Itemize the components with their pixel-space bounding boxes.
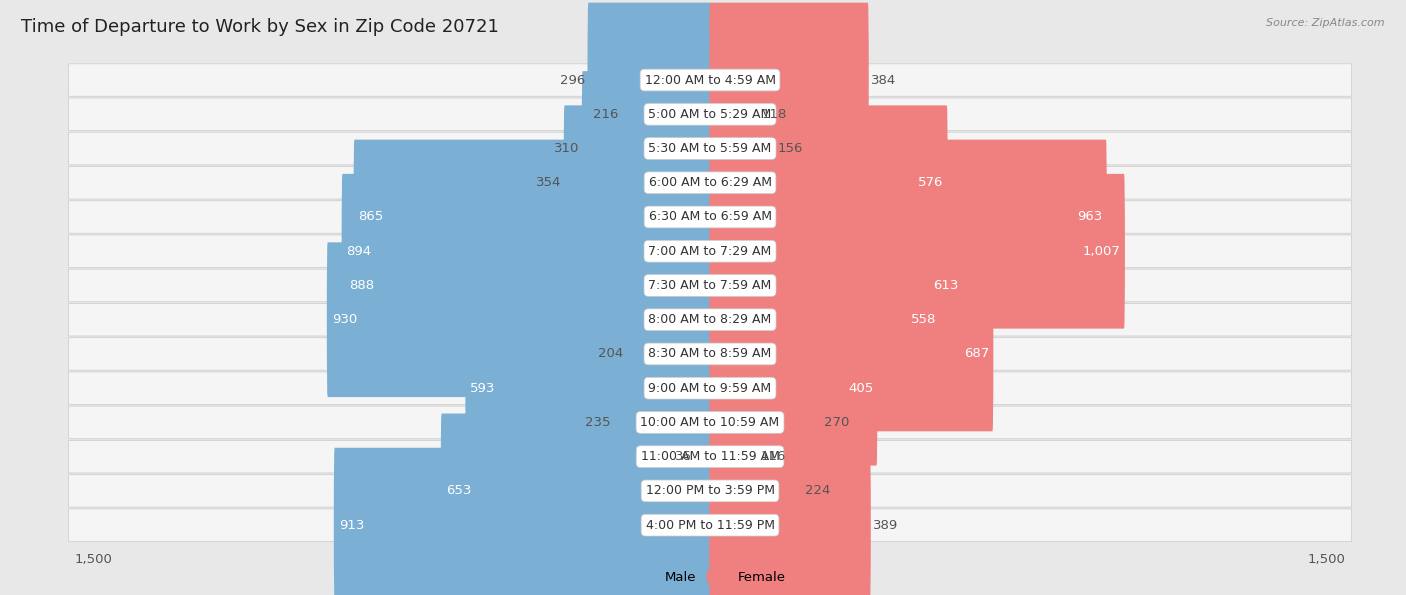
FancyBboxPatch shape — [69, 406, 1351, 439]
FancyBboxPatch shape — [709, 345, 823, 500]
FancyBboxPatch shape — [588, 2, 711, 158]
FancyBboxPatch shape — [465, 311, 711, 465]
FancyBboxPatch shape — [709, 242, 941, 397]
FancyBboxPatch shape — [564, 105, 711, 260]
Text: 216: 216 — [592, 108, 617, 121]
Text: 224: 224 — [806, 484, 831, 497]
FancyBboxPatch shape — [695, 379, 711, 534]
FancyBboxPatch shape — [69, 235, 1351, 268]
Text: 888: 888 — [349, 279, 374, 292]
FancyBboxPatch shape — [709, 379, 759, 534]
FancyBboxPatch shape — [626, 277, 711, 431]
Text: 354: 354 — [536, 176, 561, 189]
FancyBboxPatch shape — [69, 338, 1351, 370]
FancyBboxPatch shape — [326, 242, 711, 397]
FancyBboxPatch shape — [440, 414, 711, 568]
Text: 687: 687 — [965, 347, 990, 361]
Text: 9:00 AM to 9:59 AM: 9:00 AM to 9:59 AM — [648, 381, 772, 394]
FancyBboxPatch shape — [342, 174, 711, 328]
Text: 12:00 AM to 4:59 AM: 12:00 AM to 4:59 AM — [644, 74, 776, 86]
Text: 156: 156 — [778, 142, 803, 155]
Text: 7:00 AM to 7:29 AM: 7:00 AM to 7:29 AM — [648, 245, 772, 258]
Text: 204: 204 — [598, 347, 623, 361]
Text: 4:00 PM to 11:59 PM: 4:00 PM to 11:59 PM — [645, 519, 775, 532]
FancyBboxPatch shape — [582, 71, 711, 226]
FancyBboxPatch shape — [613, 345, 711, 500]
Text: Time of Departure to Work by Sex in Zip Code 20721: Time of Departure to Work by Sex in Zip … — [21, 18, 499, 36]
Text: 558: 558 — [911, 313, 936, 326]
Text: 913: 913 — [339, 519, 364, 532]
Text: 6:00 AM to 6:29 AM: 6:00 AM to 6:29 AM — [648, 176, 772, 189]
FancyBboxPatch shape — [709, 174, 1125, 328]
FancyBboxPatch shape — [69, 64, 1351, 96]
Text: 930: 930 — [332, 313, 357, 326]
FancyBboxPatch shape — [709, 208, 963, 363]
Text: 118: 118 — [762, 108, 787, 121]
Text: 576: 576 — [918, 176, 943, 189]
FancyBboxPatch shape — [709, 414, 803, 568]
Text: 8:30 AM to 8:59 AM: 8:30 AM to 8:59 AM — [648, 347, 772, 361]
FancyBboxPatch shape — [709, 37, 759, 192]
FancyBboxPatch shape — [344, 208, 711, 363]
FancyBboxPatch shape — [69, 372, 1351, 405]
FancyBboxPatch shape — [69, 269, 1351, 302]
FancyBboxPatch shape — [69, 303, 1351, 336]
FancyBboxPatch shape — [69, 475, 1351, 507]
Text: 296: 296 — [560, 74, 585, 86]
Text: 384: 384 — [872, 74, 897, 86]
Text: 963: 963 — [1077, 211, 1102, 224]
Text: 5:30 AM to 5:59 AM: 5:30 AM to 5:59 AM — [648, 142, 772, 155]
FancyBboxPatch shape — [69, 201, 1351, 233]
Text: 613: 613 — [934, 279, 959, 292]
FancyBboxPatch shape — [620, 37, 711, 192]
FancyBboxPatch shape — [709, 105, 948, 260]
Text: 865: 865 — [359, 211, 384, 224]
FancyBboxPatch shape — [69, 509, 1351, 541]
Text: 116: 116 — [761, 450, 786, 463]
Text: 11:00 AM to 11:59 AM: 11:00 AM to 11:59 AM — [641, 450, 779, 463]
Legend: Male, Female: Male, Female — [630, 566, 790, 590]
FancyBboxPatch shape — [709, 140, 1107, 295]
Text: 894: 894 — [346, 245, 371, 258]
Text: 6:30 AM to 6:59 AM: 6:30 AM to 6:59 AM — [648, 211, 772, 224]
FancyBboxPatch shape — [709, 277, 993, 431]
Text: 36: 36 — [675, 450, 692, 463]
FancyBboxPatch shape — [333, 448, 711, 595]
Text: 389: 389 — [873, 519, 898, 532]
Text: 5:00 AM to 5:29 AM: 5:00 AM to 5:29 AM — [648, 108, 772, 121]
FancyBboxPatch shape — [69, 440, 1351, 473]
FancyBboxPatch shape — [709, 71, 775, 226]
FancyBboxPatch shape — [709, 448, 870, 595]
Text: 270: 270 — [824, 416, 849, 429]
FancyBboxPatch shape — [69, 132, 1351, 165]
Text: 310: 310 — [554, 142, 579, 155]
Text: 235: 235 — [585, 416, 610, 429]
Text: 1,007: 1,007 — [1083, 245, 1121, 258]
Text: 653: 653 — [446, 484, 471, 497]
FancyBboxPatch shape — [69, 167, 1351, 199]
Text: 593: 593 — [470, 381, 496, 394]
Text: 12:00 PM to 3:59 PM: 12:00 PM to 3:59 PM — [645, 484, 775, 497]
FancyBboxPatch shape — [709, 2, 869, 158]
FancyBboxPatch shape — [69, 98, 1351, 130]
Text: 7:30 AM to 7:59 AM: 7:30 AM to 7:59 AM — [648, 279, 772, 292]
Text: 10:00 AM to 10:59 AM: 10:00 AM to 10:59 AM — [641, 416, 779, 429]
Text: 405: 405 — [848, 381, 873, 394]
Text: Source: ZipAtlas.com: Source: ZipAtlas.com — [1267, 18, 1385, 28]
FancyBboxPatch shape — [353, 140, 711, 295]
Text: 8:00 AM to 8:29 AM: 8:00 AM to 8:29 AM — [648, 313, 772, 326]
FancyBboxPatch shape — [709, 311, 877, 465]
